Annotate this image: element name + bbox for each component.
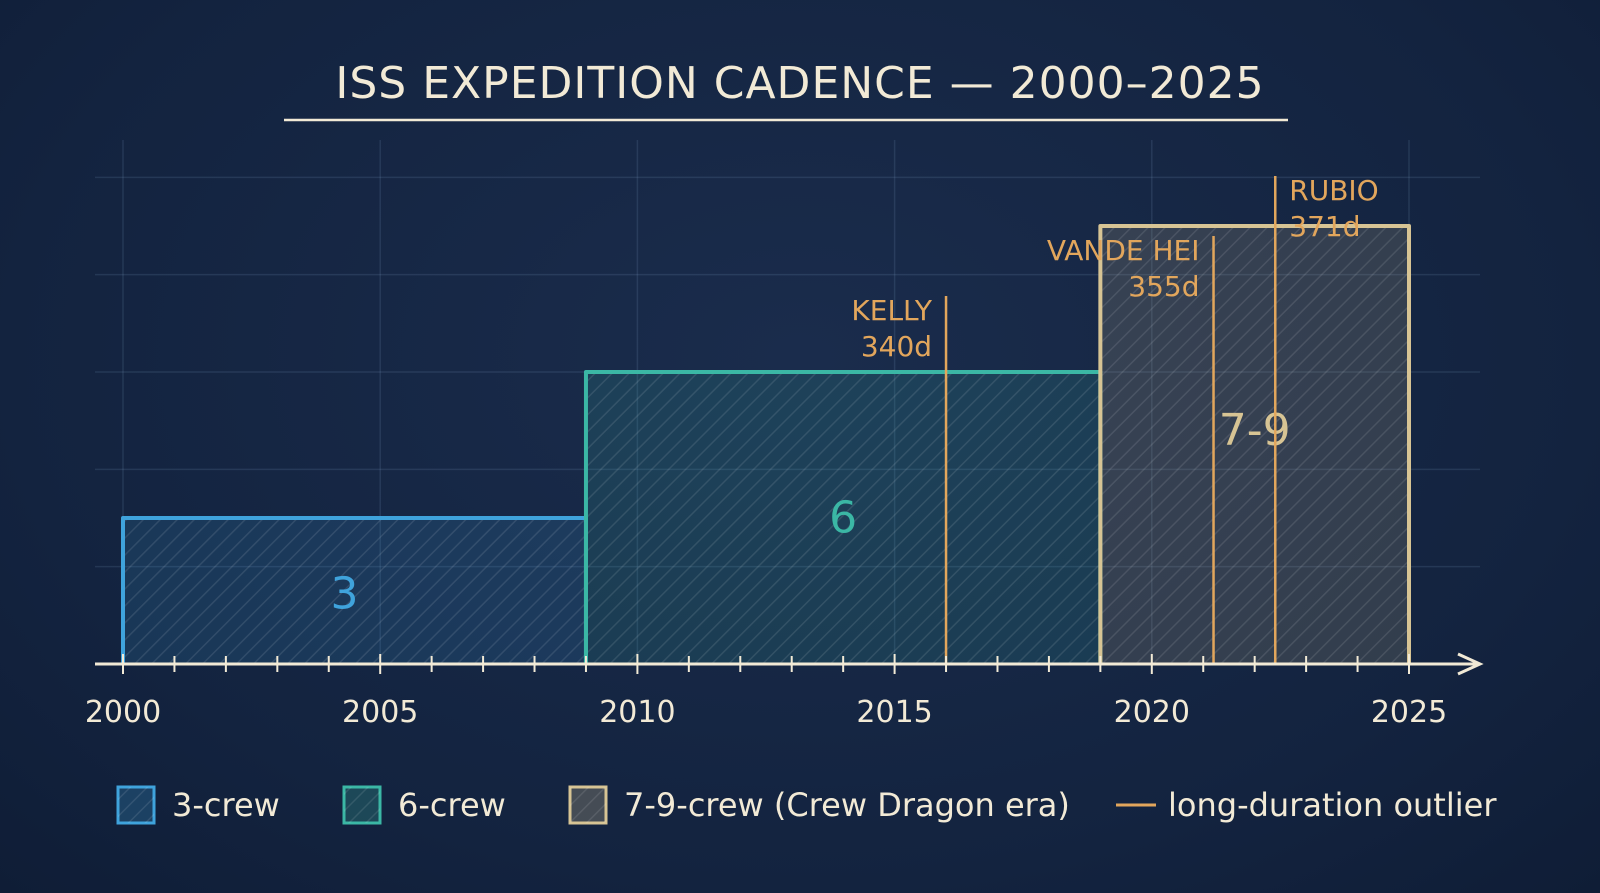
outlier-name: KELLY [851, 294, 933, 327]
chart-title: ISS EXPEDITION CADENCE — 2000–2025 [335, 58, 1264, 109]
x-tick-label: 2020 [1114, 695, 1190, 730]
outlier-name: RUBIO [1289, 174, 1378, 207]
outlier-duration: 371d [1289, 210, 1360, 243]
x-axis-arrow [1457, 652, 1484, 676]
crew-count-label: 6 [829, 493, 857, 544]
crew-count-label: 3 [330, 569, 358, 620]
x-tick-label: 2015 [856, 695, 932, 730]
crew-era-hatch [123, 518, 586, 664]
outlier-duration: 355d [1128, 270, 1199, 303]
x-tick-label: 2000 [85, 695, 161, 730]
crew-era-hatch [1100, 226, 1409, 664]
crew-era-outline [1098, 224, 1411, 664]
legend-swatch-hatch [570, 787, 606, 823]
legend-swatch-hatch [118, 787, 154, 823]
crew-era-hatch [585, 372, 1101, 664]
legend-swatch-hatch [344, 787, 380, 823]
legend-label: 3-crew [172, 786, 280, 824]
x-tick-label: 2010 [599, 695, 675, 730]
x-tick-label: 2005 [342, 695, 418, 730]
legend-label: 6-crew [398, 786, 506, 824]
outlier-name: VANDE HEI [1047, 234, 1200, 267]
x-tick-label: 2025 [1371, 695, 1447, 730]
legend-outlier-label: long-duration outlier [1168, 786, 1497, 824]
legend-label: 7-9-crew (Crew Dragon era) [624, 786, 1070, 824]
outlier-duration: 340d [861, 330, 932, 363]
crew-count-label: 7-9 [1219, 405, 1291, 456]
